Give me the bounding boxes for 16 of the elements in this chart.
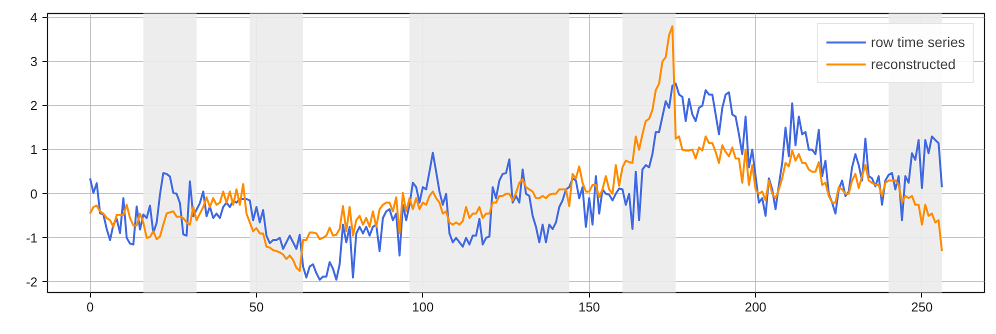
y-tick-label: 2: [30, 98, 38, 114]
x-tick-label: 0: [86, 300, 94, 314]
x-tick-label: 200: [744, 300, 766, 314]
x-tick-label: 100: [412, 300, 434, 314]
y-tick-label: 0: [30, 186, 38, 202]
y-tick-label: 1: [30, 142, 38, 158]
y-tick-label: 3: [30, 54, 38, 70]
y-tick-label: -2: [26, 274, 38, 290]
legend-label: reconstructed: [870, 56, 956, 72]
line-series: [89, 82, 943, 281]
y-tick-label: 4: [30, 10, 38, 25]
y-tick-label: -1: [26, 230, 38, 246]
x-tick-label: 150: [578, 300, 600, 314]
x-tick-label: 50: [249, 300, 264, 314]
legend-label: row time series: [870, 34, 965, 50]
x-tick-label: 250: [911, 300, 933, 314]
